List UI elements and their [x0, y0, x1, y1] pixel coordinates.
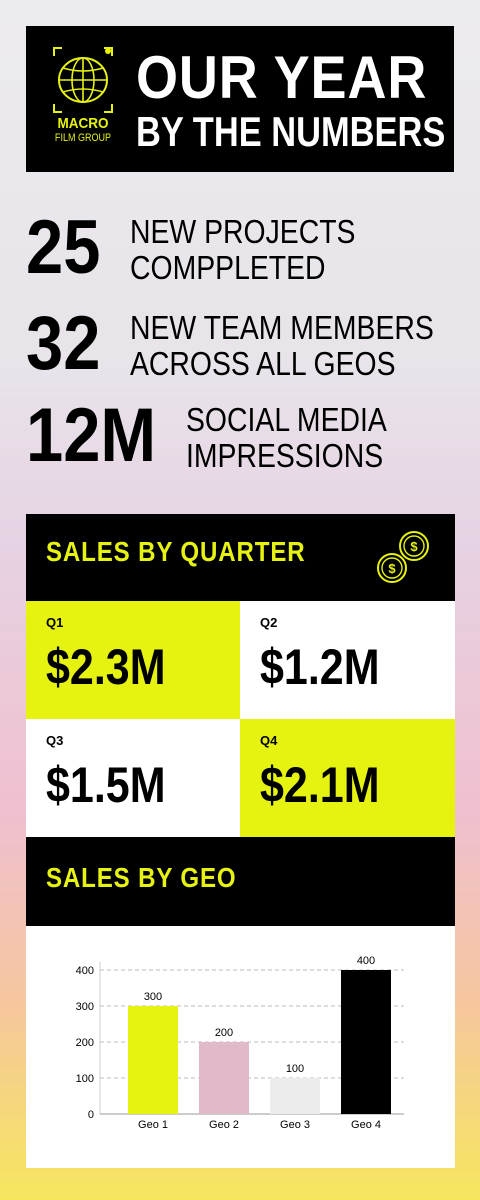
stat-label-line1: NEW PROJECTS	[130, 213, 356, 250]
bar-value-label: 200	[215, 1027, 233, 1039]
quarter-card-q2: Q2 $1.2M	[240, 601, 455, 719]
quarter-value: $1.2M	[260, 639, 380, 695]
quarter-card-q4: Q4 $2.1M	[240, 719, 455, 837]
bar-chart: 0 100 200 300 400 300 Geo 1 200 Geo 2 100 Geo 3 400…	[76, 955, 404, 1131]
bar-value-label: 100	[286, 1063, 304, 1075]
x-tick-label: Geo 4	[351, 1119, 381, 1131]
y-tick-label: 200	[76, 1037, 94, 1049]
stat-label-line2: COMPPLETED	[130, 249, 326, 286]
stat-value: 25	[26, 205, 101, 290]
quarter-label: Q4	[260, 733, 278, 748]
bar-value-label: 400	[357, 955, 375, 967]
x-tick-label: Geo 2	[209, 1119, 239, 1131]
bar	[128, 1006, 178, 1114]
macro-film-group-logo: MACRO FILM GROUP	[52, 46, 114, 146]
coins-icon: $ $	[376, 528, 436, 588]
quarter-value: $1.5M	[46, 757, 166, 813]
x-tick-label: Geo 1	[138, 1119, 168, 1131]
page-title-line2: BY THE NUMBERS	[136, 108, 446, 155]
quarter-value: $2.3M	[46, 639, 166, 695]
svg-text:$: $	[388, 561, 396, 576]
sales-by-quarter-title: SALES BY QUARTER	[46, 536, 306, 567]
stat-label-line2: ACROSS ALL GEOS	[130, 345, 396, 382]
quarter-value: $2.1M	[260, 757, 380, 813]
quarter-card-q3: Q3 $1.5M	[26, 719, 240, 837]
stat-impressions: 12M SOCIAL MEDIA IMPRESSIONS	[26, 396, 456, 476]
page-title-line1: OUR YEAR	[136, 44, 428, 111]
y-tick-label: 100	[76, 1073, 94, 1085]
y-tick-label: 300	[76, 1001, 94, 1013]
logo-subtext: FILM GROUP	[54, 132, 112, 144]
stat-label: SOCIAL MEDIA IMPRESSIONS	[186, 402, 387, 474]
stat-label: NEW TEAM MEMBERS ACROSS ALL GEOS	[130, 310, 434, 382]
bar	[199, 1042, 249, 1114]
svg-text:$: $	[410, 539, 418, 554]
sales-panel: SALES BY QUARTER $ $ Q1 $2.3M Q2 $1.2M Q…	[26, 514, 455, 1168]
y-tick-label: 400	[76, 965, 94, 977]
quarter-card-q1: Q1 $2.3M	[26, 601, 240, 719]
quarter-label: Q3	[46, 733, 64, 748]
stat-value: 12M	[26, 393, 157, 478]
quarter-label: Q2	[260, 615, 278, 630]
x-tick-label: Geo 3	[280, 1119, 310, 1131]
stat-label-line1: NEW TEAM MEMBERS	[130, 309, 434, 346]
stat-label-line1: SOCIAL MEDIA	[186, 401, 387, 438]
y-tick-label: 0	[88, 1109, 94, 1121]
bar-value-label: 300	[144, 991, 162, 1003]
header-banner: MACRO FILM GROUP OUR YEAR BY THE NUMBERS	[26, 26, 454, 172]
stat-label: NEW PROJECTS COMPPLETED	[130, 214, 355, 286]
globe-icon	[53, 47, 113, 113]
bar	[341, 970, 391, 1114]
logo-wordmark: MACRO	[57, 115, 109, 132]
quarter-label: Q1	[46, 615, 64, 630]
stat-projects: 25 NEW PROJECTS COMPPLETED	[26, 208, 456, 288]
sales-by-geo-title: SALES BY GEO	[46, 862, 237, 893]
bar	[270, 1078, 320, 1114]
stat-label-line2: IMPRESSIONS	[186, 437, 384, 474]
sales-by-geo-chart: 0 100 200 300 400 300 Geo 1 200 Geo 2 100 Geo 3 400…	[26, 926, 455, 1168]
stat-team-members: 32 NEW TEAM MEMBERS ACROSS ALL GEOS	[26, 304, 456, 384]
stat-value: 32	[26, 301, 101, 386]
